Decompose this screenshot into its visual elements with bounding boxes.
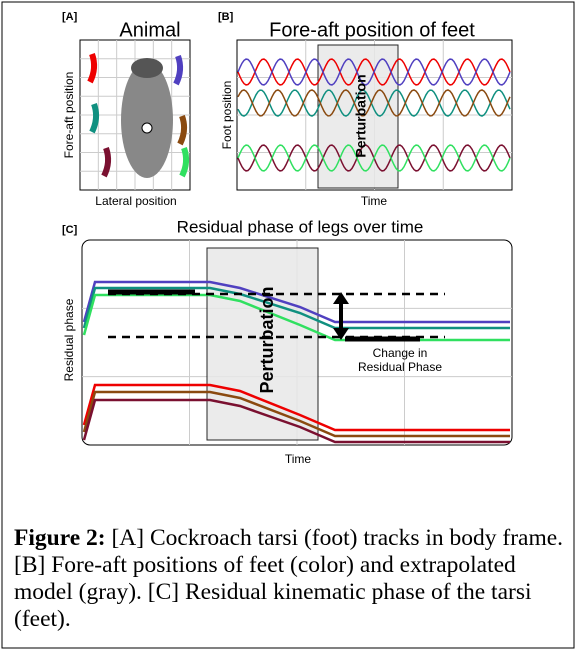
panel-label: [A] xyxy=(62,11,78,23)
change-label: Change in Residual Phase xyxy=(355,346,445,374)
y-label: Residual phase xyxy=(62,298,76,381)
center xyxy=(142,123,152,133)
decor xyxy=(80,40,512,445)
x-label: Time xyxy=(285,452,312,466)
head xyxy=(131,58,163,78)
caption: Figure 2: [A] Cockroach tarsi (foot) tra… xyxy=(14,525,569,633)
caption-heading: Figure 2: xyxy=(14,525,106,551)
annotation: Perturbation xyxy=(257,286,277,393)
x-label: Lateral position xyxy=(95,194,176,208)
body xyxy=(121,62,173,178)
panel-title: Fore-aft position of feet xyxy=(269,19,475,41)
panel-label: [B] xyxy=(218,11,234,23)
panel-title: Animal xyxy=(119,19,180,41)
change-label-box: Change in Residual Phase xyxy=(355,346,445,402)
x-label: Time xyxy=(361,194,388,208)
figure-page: [A] Animal Fore-aft position Lateral pos… xyxy=(0,0,577,651)
y-label: Fore-aft position xyxy=(62,72,76,159)
panel-label: [C] xyxy=(62,224,78,236)
annotation: Perturbation xyxy=(353,74,369,157)
panel-title: Residual phase of legs over time xyxy=(177,217,424,236)
y-label: Foot position xyxy=(220,81,234,150)
